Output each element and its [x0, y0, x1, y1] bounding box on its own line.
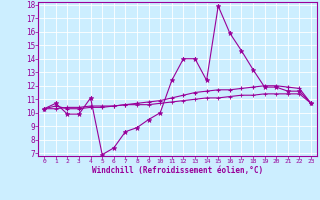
X-axis label: Windchill (Refroidissement éolien,°C): Windchill (Refroidissement éolien,°C)	[92, 166, 263, 175]
